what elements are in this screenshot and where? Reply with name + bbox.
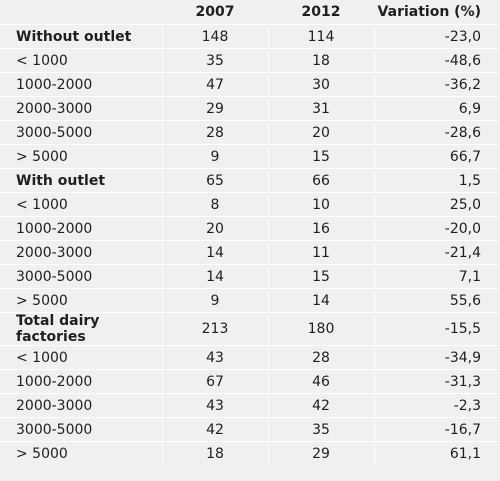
cell-variation: -2,3: [374, 393, 499, 418]
table-row: 2000-3000 43 42 -2,3: [0, 393, 499, 418]
cell-2007: 20: [162, 216, 269, 241]
cell-2012: 18: [268, 48, 375, 73]
cell-2007: 47: [162, 72, 269, 97]
cell-variation: -28,6: [374, 120, 499, 145]
cell-2007: 213: [162, 312, 269, 346]
cell-2007: 14: [162, 264, 269, 289]
table-group-row: With outlet 65 66 1,5: [0, 168, 499, 193]
row-label: 2000-3000: [0, 96, 163, 121]
cell-2007: 28: [162, 120, 269, 145]
table-row: 3000-5000 28 20 -28,6: [0, 120, 499, 145]
cell-2012: 46: [268, 369, 375, 394]
row-label: 3000-5000: [0, 120, 163, 145]
cell-2007: 43: [162, 393, 269, 418]
cell-2012: 20: [268, 120, 375, 145]
table-row: 2000-3000 29 31 6,9: [0, 96, 499, 121]
cell-2007: 9: [162, 288, 269, 313]
cell-variation: 1,5: [374, 168, 499, 193]
row-label: 2000-3000: [0, 393, 163, 418]
cell-2007: 67: [162, 369, 269, 394]
cell-2007: 65: [162, 168, 269, 193]
row-label: 1000-2000: [0, 216, 163, 241]
table-row: 3000-5000 14 15 7,1: [0, 264, 499, 289]
cell-2007: 148: [162, 24, 269, 49]
table-group-row: Without outlet 148 114 -23,0: [0, 24, 499, 49]
cell-2007: 29: [162, 96, 269, 121]
cell-variation: 6,9: [374, 96, 499, 121]
cell-2007: 43: [162, 345, 269, 370]
cell-variation: -16,7: [374, 417, 499, 442]
cell-2012: 30: [268, 72, 375, 97]
row-label: 1000-2000: [0, 72, 163, 97]
cell-2012: 11: [268, 240, 375, 265]
row-label: > 5000: [0, 144, 163, 169]
header-blank: [0, 0, 162, 25]
table-group-row: Total dairy factories 213 180 -15,5: [0, 312, 499, 346]
row-label: 2000-3000: [0, 240, 163, 265]
cell-2012: 42: [268, 393, 375, 418]
row-label: With outlet: [0, 168, 163, 193]
cell-2007: 18: [162, 441, 269, 465]
cell-2012: 180: [268, 312, 375, 346]
row-label: Total dairy factories: [0, 312, 163, 346]
header-2012: 2012: [268, 0, 374, 25]
row-label: > 5000: [0, 288, 163, 313]
cell-2012: 15: [268, 144, 375, 169]
cell-2007: 8: [162, 192, 269, 217]
cell-2007: 42: [162, 417, 269, 442]
cell-2012: 114: [268, 24, 375, 49]
cell-variation: -21,4: [374, 240, 499, 265]
cell-variation: -31,3: [374, 369, 499, 394]
cell-variation: -15,5: [374, 312, 499, 346]
table-body: Without outlet 148 114 -23,0 < 1000 35 18 -48,6…: [0, 24, 499, 465]
cell-variation: 66,7: [374, 144, 499, 169]
row-label: 3000-5000: [0, 264, 163, 289]
row-label: Without outlet: [0, 24, 163, 49]
cell-2012: 15: [268, 264, 375, 289]
cell-2012: 28: [268, 345, 375, 370]
table-row: < 1000 35 18 -48,6: [0, 48, 499, 73]
cell-variation: 7,1: [374, 264, 499, 289]
table-row: 1000-2000 20 16 -20,0: [0, 216, 499, 241]
header-variation: Variation (%): [374, 0, 499, 25]
row-label: < 1000: [0, 48, 163, 73]
row-label: 3000-5000: [0, 417, 163, 442]
cell-2012: 16: [268, 216, 375, 241]
table-row: > 5000 9 14 55,6: [0, 288, 499, 313]
cell-2012: 66: [268, 168, 375, 193]
cell-2012: 31: [268, 96, 375, 121]
table-row: 2000-3000 14 11 -21,4: [0, 240, 499, 265]
cell-variation: -20,0: [374, 216, 499, 241]
dairy-factories-table: 2007 2012 Variation (%) Without outlet 14…: [0, 0, 499, 465]
table-row: < 1000 43 28 -34,9: [0, 345, 499, 370]
cell-variation: 55,6: [374, 288, 499, 313]
cell-variation: -48,6: [374, 48, 499, 73]
cell-variation: 61,1: [449, 445, 481, 462]
table-row: 1000-2000 67 46 -31,3: [0, 369, 499, 394]
table-row: 1000-2000 47 30 -36,2: [0, 72, 499, 97]
cell-2012: 10: [268, 192, 375, 217]
row-label: < 1000: [0, 345, 163, 370]
cell-2007: 14: [162, 240, 269, 265]
cell-2007: 35: [162, 48, 269, 73]
cell-variation: -36,2: [374, 72, 499, 97]
cell-variation: -23,0: [374, 24, 499, 49]
cell-2012: 35: [268, 417, 375, 442]
row-label: > 5000: [0, 441, 163, 465]
cell-variation: -34,9: [374, 345, 499, 370]
cell-variation: 25,0: [374, 192, 499, 217]
row-label: < 1000: [0, 192, 163, 217]
header-2007: 2007: [162, 0, 268, 25]
cell-2007: 9: [162, 144, 269, 169]
table-row: > 5000 18 29 61,1: [0, 441, 499, 465]
table-row: 3000-5000 42 35 -16,7: [0, 417, 499, 442]
table-row: > 5000 9 15 66,7: [0, 144, 499, 169]
cell-2012: 29: [268, 441, 375, 465]
cell-2012: 14: [268, 288, 375, 313]
header-row: 2007 2012 Variation (%): [0, 0, 499, 25]
table-row: < 1000 8 10 25,0: [0, 192, 499, 217]
row-label: 1000-2000: [0, 369, 163, 394]
